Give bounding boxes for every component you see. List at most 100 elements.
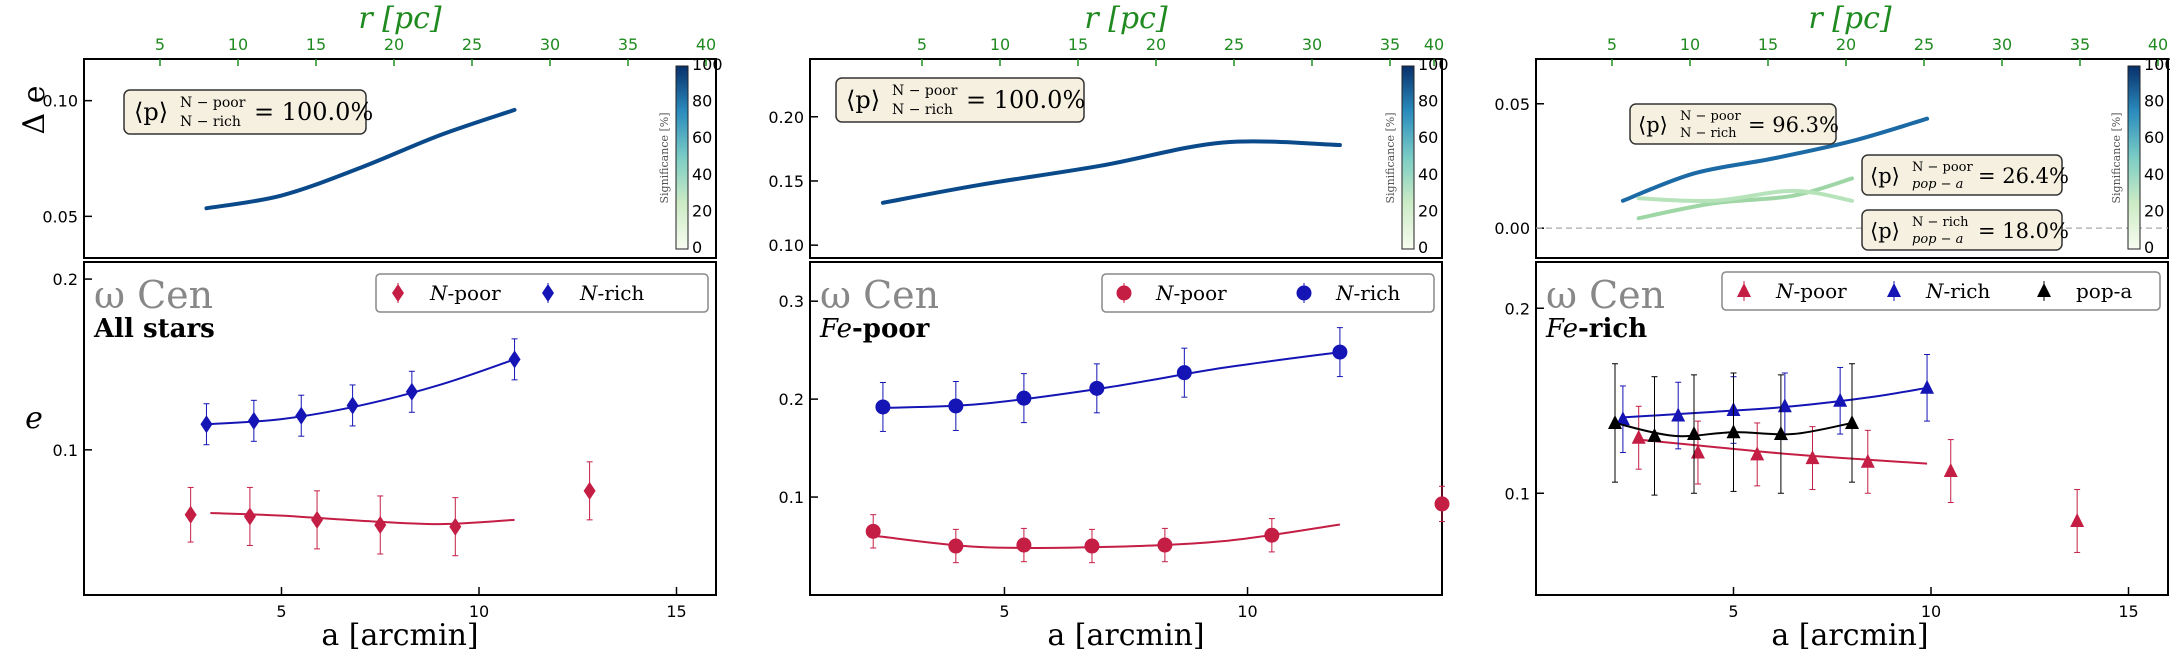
legend: N-poor N-rich: [375, 273, 709, 313]
top-tick-label: 20: [1836, 35, 1856, 54]
y-tick-label: 0.2: [1505, 299, 1530, 318]
top-tick-label: 35: [2070, 35, 2090, 54]
top-tick-label: 30: [1302, 35, 1322, 54]
main-panel-3: 5 10 15 0.1 0.2 ω Cen Fe-rich N-poor N-rich po…: [1505, 261, 2169, 653]
top-tick-label: 10: [228, 35, 248, 54]
top-tick-label: 15: [306, 35, 326, 54]
delta-panel-3: 0.00 0.05 ⟨p⟩ N − poor N − rich = 96.3% ⟨…: [1494, 55, 2170, 259]
xlabel: a [arcmin]: [1771, 618, 1928, 653]
delta-y-tick-label: 0.15: [768, 172, 804, 191]
data-point: [374, 515, 387, 534]
data-point: [1860, 453, 1875, 468]
subset-label: Fe-poor: [819, 314, 930, 344]
data-point: [1943, 463, 1958, 478]
data-point: [1687, 426, 1701, 441]
top-tick-label: 30: [540, 35, 560, 54]
top-axis-label: r [pc]: [358, 1, 442, 36]
data-point: [1887, 283, 1901, 297]
panel-fe-rich: 0.00 0.05 ⟨p⟩ N − poor N − rich = 96.3% ⟨…: [1494, 1, 2170, 653]
data-point: [948, 398, 964, 414]
annotation-box: ⟨p⟩ N − poor N − rich = 96.3%: [1629, 103, 1839, 145]
annotation-box: ⟨p⟩ N − poor N − rich = 100.0%: [835, 77, 1085, 123]
legend-label: N-poor: [1155, 281, 1227, 305]
ann-value: = 26.4%: [1978, 164, 2069, 188]
data-point: [1157, 537, 1173, 553]
colorbar-tick-label: 20: [2144, 201, 2164, 220]
colorbar: 0 20 40 60 80 100 Significance [%]: [658, 55, 723, 257]
main-panel-1: e 5 10 15 0.1 0.2 ω Cen All stars N-poor N-ri…: [25, 261, 717, 653]
colorbar-tick-label: 40: [692, 165, 712, 184]
colorbar-label: Significance [%]: [1384, 112, 1397, 203]
colorbar-tick-label: 0: [2144, 238, 2154, 257]
fit-curve: [1622, 386, 1928, 419]
colorbar-tick-label: 20: [1418, 201, 1438, 220]
top-tick-label: 40: [2148, 35, 2168, 54]
subset-label: All stars: [93, 314, 215, 344]
ann-bottom: N − rich: [1680, 126, 1737, 141]
xlabel: a [arcmin]: [321, 618, 478, 653]
top-tick-label: 20: [384, 35, 404, 54]
delta-panel-2: 0.10 0.15 0.20 ⟨p⟩ N − poor N − rich = 100…: [768, 55, 1449, 259]
top-tick-label: 35: [618, 35, 638, 54]
data-point: [1116, 285, 1132, 301]
annotation-box: ⟨p⟩ N − poor N − rich = 100.0%: [123, 89, 373, 135]
colorbar-tick-label: 0: [1418, 238, 1428, 257]
data-point: [405, 382, 418, 401]
angle-p: ⟨p⟩: [1638, 113, 1668, 137]
ann-top: N − rich: [1912, 215, 1969, 230]
data-point: [1016, 390, 1032, 406]
data-point: [184, 505, 197, 524]
top-tick-label: 5: [155, 35, 165, 54]
colorbar-tick-label: 80: [1418, 92, 1438, 111]
top-tick-label: 5: [917, 35, 927, 54]
legend-label: N-poor: [429, 281, 501, 305]
colorbar-tick-label: 60: [1418, 128, 1438, 147]
x-tick-label: 10: [469, 602, 489, 621]
ann-value: = 18.0%: [1978, 219, 2069, 243]
x-tick-label: 10: [1237, 602, 1257, 621]
delta-y-tick-label: 0.05: [42, 207, 78, 226]
top-tick-label: 40: [696, 35, 716, 54]
ann-top: N − poor: [180, 95, 246, 111]
data-point: [311, 510, 324, 529]
colorbar-tick-label: 40: [1418, 165, 1438, 184]
x-tick-label: 15: [666, 602, 686, 621]
main-frame: [1535, 261, 2169, 596]
delta-y-tick-label: 0.10: [768, 236, 804, 255]
legend-label: pop-a: [2076, 279, 2132, 303]
ann-bottom: N − rich: [892, 102, 953, 118]
data-point: [1726, 424, 1741, 439]
colorbar-tick-label: 20: [692, 201, 712, 220]
top-tick-label: 25: [1224, 35, 1244, 54]
data-point: [2070, 513, 2085, 527]
colorbar: 0 20 40 60 80 100 Significance [%]: [2110, 55, 2170, 257]
panel-fe-poor: 0.10 0.15 0.2 0 ⟨p⟩ N − poor N − rich = 100…: [768, 1, 1450, 653]
data-point: [508, 350, 521, 369]
subset-label-italic: Fe: [1545, 314, 1578, 344]
delta-y-tick-label: 0.05: [1494, 95, 1530, 114]
colorbar-tick-label: 100: [692, 55, 723, 74]
data-point: [1805, 450, 1820, 465]
colorbar-label: Significance [%]: [2110, 112, 2123, 203]
delta-curve: [1636, 176, 1854, 221]
top-tick-label: 20: [1146, 35, 1166, 54]
data-point: [875, 399, 891, 415]
x-tick-label: 5: [276, 602, 286, 621]
annotation-box: ⟨p⟩ N − poor pop − a = 26.4%: [1861, 154, 2069, 196]
fit-curve: [1638, 438, 1928, 465]
data-point: [1332, 344, 1348, 360]
legend: N-poor N-rich: [1101, 273, 1435, 313]
x-tick-label: 5: [1728, 602, 1738, 621]
data-point: [1750, 446, 1765, 461]
ann-top: N − poor: [1912, 160, 1974, 175]
x-tick-label: 10: [1921, 602, 1941, 621]
main-frame: [83, 261, 717, 596]
y-tick-label: 0.2: [779, 390, 804, 409]
colorbar-label: Significance [%]: [658, 112, 671, 203]
top-axis-label: r [pc]: [1808, 1, 1892, 36]
omega-cen-label: ω Cen: [94, 273, 213, 317]
subset-label: Fe-rich: [1545, 314, 1647, 344]
legend-label: N-rich: [579, 281, 644, 305]
angle-p: ⟨p⟩: [134, 98, 168, 126]
data-point: [1671, 407, 1686, 422]
